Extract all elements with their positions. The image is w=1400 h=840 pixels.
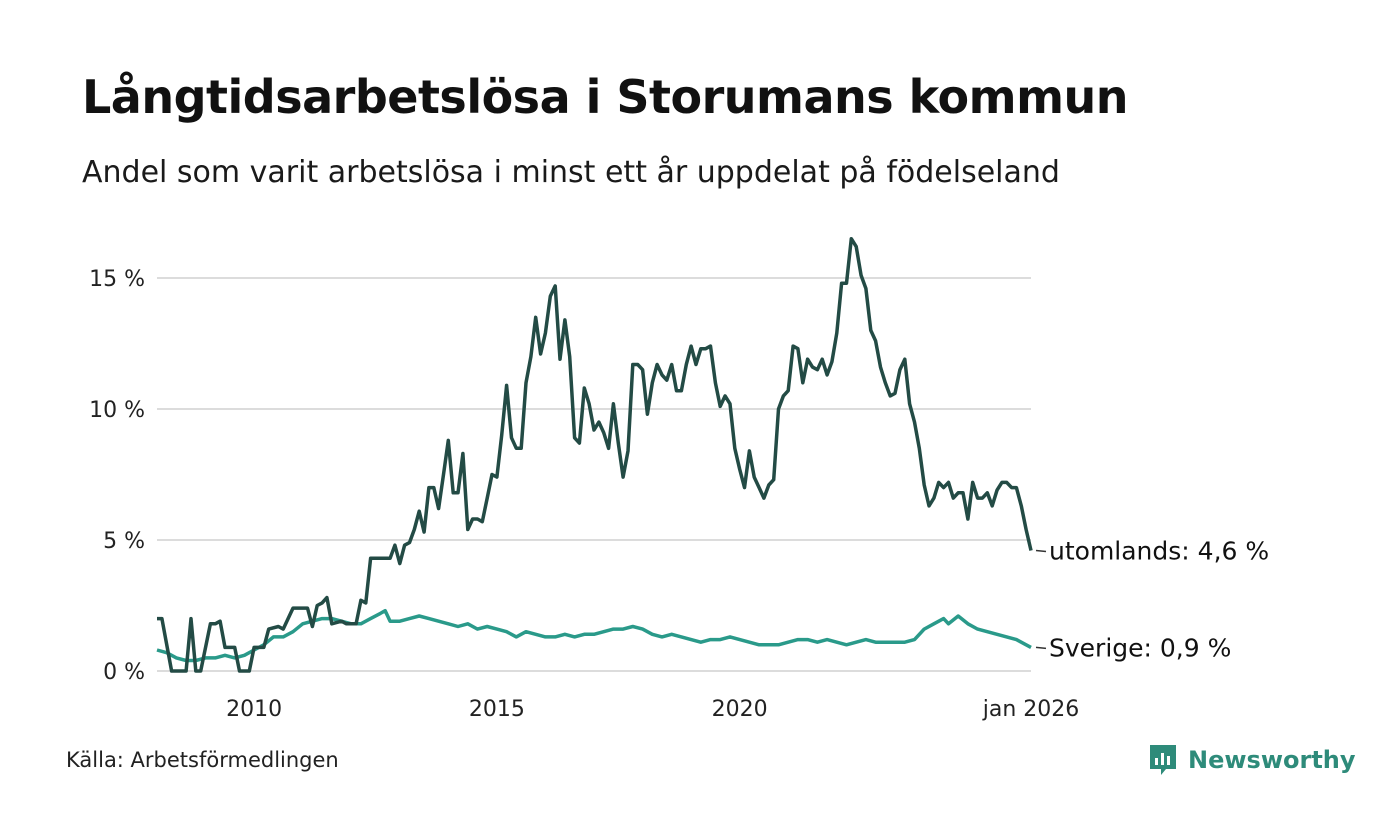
x-tick-label: 2015 — [469, 697, 525, 722]
page-title: Långtidsarbetslösa i Storumans kommun — [82, 70, 1129, 124]
x-tick-label: 2020 — [712, 697, 768, 722]
y-tick-label: 0 % — [103, 660, 145, 685]
y-axis-labels: 0 % 5 % 10 % 15 % — [89, 267, 145, 685]
x-tick-label: jan 2026 — [982, 697, 1080, 722]
series-layer — [156, 236, 1033, 673]
newsworthy-logo-icon — [1150, 745, 1176, 775]
y-tick-label: 10 % — [89, 398, 145, 423]
series-line-sverige — [156, 608, 1032, 663]
series-line-utomlands — [157, 236, 1033, 673]
source-note: Källa: Arbetsförmedlingen — [66, 748, 339, 772]
brand-name: Newsworthy — [1188, 746, 1356, 774]
leader-line — [1035, 646, 1047, 650]
end-labels: utomlands: 4,6 % Sverige: 0,9 % — [1035, 536, 1269, 662]
x-axis-labels: 2010 2015 2020 jan 2026 — [226, 697, 1079, 722]
x-tick-label: 2010 — [226, 697, 282, 722]
y-tick-label: 15 % — [89, 267, 145, 292]
end-label-utomlands: utomlands: 4,6 % — [1049, 536, 1269, 565]
brand-logo: Newsworthy — [1148, 743, 1356, 777]
end-label-sverige: Sverige: 0,9 % — [1049, 633, 1231, 662]
grid-layer — [157, 277, 1031, 672]
leader-line — [1035, 549, 1047, 553]
page-subtitle: Andel som varit arbetslösa i minst ett å… — [82, 155, 1060, 190]
y-tick-label: 5 % — [103, 529, 145, 554]
